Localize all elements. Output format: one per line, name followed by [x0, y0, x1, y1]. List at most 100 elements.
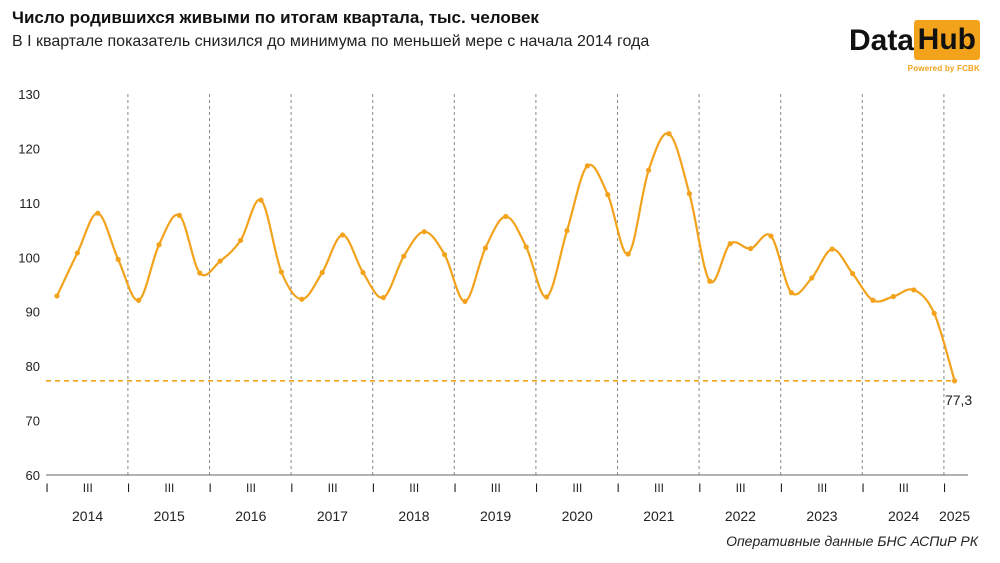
data-point: [299, 296, 305, 302]
year-label: 2024: [888, 508, 919, 524]
series-layer: [46, 131, 958, 384]
data-point: [95, 210, 101, 216]
quarter-tick-label: I: [617, 481, 620, 495]
data-point: [74, 250, 80, 256]
quarter-tick-label: III: [654, 481, 664, 495]
year-label: 2020: [562, 508, 593, 524]
data-point: [136, 297, 142, 303]
source-note: Оперативные данные БНС АСПиР РК: [726, 533, 978, 549]
y-tick-label: 100: [18, 250, 40, 265]
quarter-tick-label: I: [372, 481, 375, 495]
data-point: [360, 269, 366, 276]
year-label: 2016: [235, 508, 266, 524]
data-point: [380, 294, 386, 301]
data-point: [401, 253, 407, 259]
data-point: [442, 251, 448, 258]
year-label: 2019: [480, 508, 511, 524]
data-point: [258, 197, 264, 203]
year-label: 2017: [317, 508, 348, 524]
data-point: [197, 270, 203, 276]
data-point: [890, 293, 897, 300]
quarter-tick-label: I: [535, 481, 538, 495]
logo-text-data: Data: [848, 24, 914, 57]
data-point: [605, 192, 611, 198]
data-point: [319, 269, 325, 276]
data-point: [482, 245, 488, 251]
quarter-tick-label: III: [736, 481, 746, 495]
quarter-tick-label: III: [817, 481, 827, 495]
data-point: [625, 251, 631, 257]
data-point: [646, 167, 652, 173]
year-label: 2018: [398, 508, 429, 524]
quarter-tick-label: I: [209, 481, 212, 495]
data-point: [54, 293, 60, 299]
data-point: [788, 290, 795, 296]
y-tick-label: 110: [19, 196, 40, 211]
quarter-tick-label: I: [943, 481, 946, 495]
quarter-tick-label: I: [45, 481, 48, 495]
data-point: [584, 163, 591, 169]
data-point: [870, 297, 876, 303]
data-point: [523, 244, 529, 250]
data-point: [564, 228, 570, 234]
quarter-tick-label: III: [328, 481, 338, 495]
last-value-label: 77,3: [945, 392, 972, 408]
logo-text-hub: Hub: [913, 20, 980, 60]
y-tick-label: 80: [26, 359, 40, 374]
quarter-tick-label: III: [899, 481, 909, 495]
data-point: [217, 258, 223, 264]
quarter-tick-label: I: [698, 481, 701, 495]
data-point: [850, 271, 856, 277]
quarter-tick-label: I: [290, 481, 293, 495]
year-label: 2023: [806, 508, 837, 524]
data-point: [748, 245, 754, 252]
y-tick-label: 130: [18, 87, 40, 102]
year-label: 2025: [939, 508, 970, 524]
data-point: [707, 278, 713, 284]
y-tick-label: 120: [18, 141, 40, 156]
quarter-tick-label: I: [861, 481, 864, 495]
year-label: 2015: [154, 508, 185, 524]
quarter-tick-label: I: [453, 481, 456, 495]
series-line: [56, 132, 956, 382]
data-point: [503, 213, 509, 220]
chart-grid: [127, 94, 945, 475]
data-point: [544, 294, 550, 300]
data-point: [686, 191, 693, 197]
quarter-tick-label: I: [780, 481, 783, 495]
year-label: 2021: [643, 508, 674, 524]
year-label: 2014: [72, 508, 103, 524]
data-point: [727, 241, 733, 247]
data-point: [911, 287, 917, 293]
data-point: [238, 237, 244, 244]
data-point: [176, 212, 182, 218]
data-point: [462, 298, 468, 304]
quarter-tick-label: III: [491, 481, 501, 495]
quarter-tick-label: I: [127, 481, 130, 495]
quarter-tick-label: III: [572, 481, 582, 495]
logo-powered-by: Powered by FCBK: [907, 64, 980, 73]
data-point: [666, 131, 672, 137]
chart-title: Число родившихся живыми по итогам кварта…: [12, 8, 539, 27]
quarter-tick-label: III: [409, 481, 419, 495]
data-point: [768, 233, 774, 239]
quarter-tick-label: III: [83, 481, 93, 495]
data-point: [809, 275, 815, 281]
year-label: 2022: [725, 508, 756, 524]
y-tick-label: 90: [26, 305, 40, 320]
data-point: [278, 269, 284, 275]
data-point: [421, 229, 427, 235]
data-point: [931, 310, 937, 316]
data-point: [115, 256, 121, 263]
chart-subtitle: В I квартале показатель снизился до мини…: [12, 33, 650, 50]
quarter-tick-label: III: [246, 481, 256, 495]
data-point: [952, 378, 958, 384]
data-point: [829, 246, 835, 252]
y-tick-label: 70: [26, 414, 40, 429]
data-point: [156, 242, 162, 248]
y-tick-label: 60: [26, 468, 40, 483]
quarter-tick-label: III: [164, 481, 174, 495]
datahub-logo: Data Hub Powered by FCBK: [820, 20, 980, 74]
